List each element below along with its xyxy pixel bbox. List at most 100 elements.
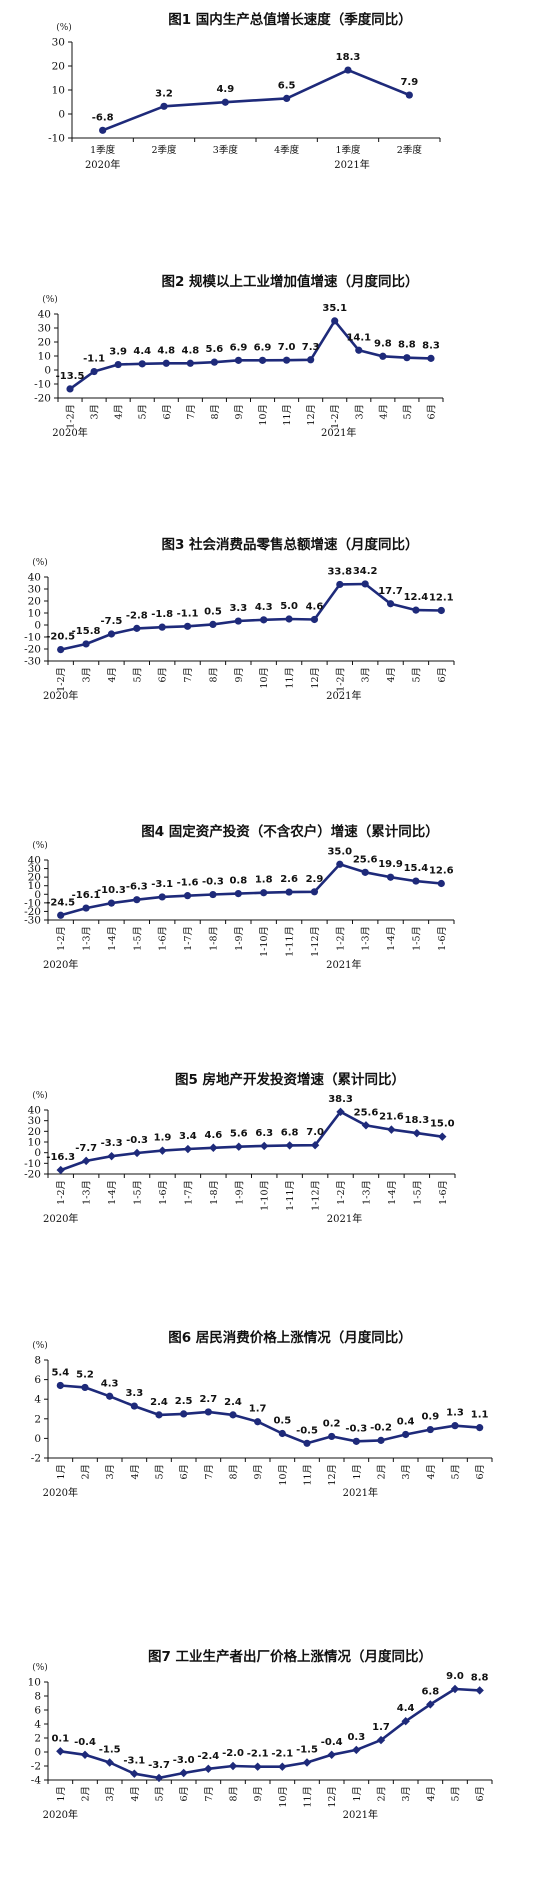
y-tick-label: 30 xyxy=(28,863,41,875)
data-label: 25.6 xyxy=(354,1107,379,1118)
data-label: -2.0 xyxy=(222,1748,244,1759)
chart-svg-6: 图6 居民消费价格上涨情况（月度同比） (%) 8 6 4 2 0 -2 1月 2月 3月 4月 5月 6… xyxy=(31,1329,493,1499)
data-label: 34.2 xyxy=(353,566,378,577)
data-point xyxy=(426,1425,434,1434)
data-point xyxy=(81,1156,91,1166)
data-point xyxy=(412,1128,422,1138)
x-tick-label: 4月 xyxy=(386,667,397,683)
data-label: 1.3 xyxy=(446,1408,464,1419)
y-tick-label: 20 xyxy=(52,61,65,73)
unit-label: (%) xyxy=(32,1662,48,1673)
data-point xyxy=(130,1769,139,1778)
data-point xyxy=(278,1762,287,1771)
x-tick-label: 2月 xyxy=(377,1464,388,1480)
x-tick-label: 5月 xyxy=(155,1464,166,1480)
chart-panel-2: 图2 规模以上工业增加值增速（月度同比） (%) 40 30 20 10 0 -10 -20 1-… xyxy=(0,262,552,484)
x-tick-label: 4月 xyxy=(114,404,125,420)
data-point xyxy=(162,359,170,367)
data-label: 0.1 xyxy=(51,1733,69,1744)
x-tick-label: 2季度 xyxy=(151,144,177,156)
x-tick-label: 1-2月 xyxy=(335,667,346,692)
y-tick-label: -30 xyxy=(24,656,41,668)
data-label: -3.1 xyxy=(151,879,173,890)
data-label: 2.6 xyxy=(280,874,298,885)
data-label: 2.4 xyxy=(150,1397,168,1408)
data-point xyxy=(155,1411,163,1419)
x-tick-label: 10月 xyxy=(278,1786,289,1808)
x-tick-label: 1-2月 xyxy=(335,926,346,951)
chart-panel-3: 图3 社会消费品零售总额增速（月度同比） (%) 40 30 20 10 0 -10 -20 -3… xyxy=(0,525,552,775)
x-tick-label: 4月 xyxy=(130,1464,141,1480)
data-point xyxy=(66,385,74,393)
data-label: 5.4 xyxy=(51,1367,69,1378)
x-tick-label: 2月 xyxy=(81,1464,92,1480)
x-tick-label: 5月 xyxy=(138,404,149,420)
data-label: -1.1 xyxy=(83,354,105,365)
data-point xyxy=(158,623,166,631)
x-tick-label: 1-2月 xyxy=(330,404,341,429)
y-tick-label: 30 xyxy=(28,584,41,596)
x-tick-label: 1-6月 xyxy=(438,1180,449,1205)
data-label: -0.4 xyxy=(74,1737,96,1748)
data-point xyxy=(379,352,387,360)
data-label: -15.8 xyxy=(72,626,101,637)
x-tick-label: 1-2月 xyxy=(66,404,77,429)
y-tick-label: 10 xyxy=(38,351,51,363)
data-point xyxy=(412,606,420,614)
data-label: 1.7 xyxy=(372,1722,390,1733)
data-label: -2.4 xyxy=(197,1751,219,1762)
x-tick-label: 8月 xyxy=(229,1786,240,1802)
data-label: 4.9 xyxy=(216,84,234,95)
data-point xyxy=(133,896,141,904)
data-point xyxy=(179,1768,188,1778)
data-label: 6.9 xyxy=(230,342,248,353)
data-point xyxy=(285,1141,294,1150)
data-label: -7.5 xyxy=(101,616,123,627)
x-tick-label: 8月 xyxy=(229,1464,240,1480)
data-label: 6.5 xyxy=(278,80,296,91)
y-tick-label: 0 xyxy=(34,620,41,632)
y-tick-label: 30 xyxy=(28,1115,41,1127)
data-point xyxy=(283,94,291,102)
x-tick-label: 5月 xyxy=(402,404,413,420)
x-tick-label: 1季度 xyxy=(90,144,116,156)
x-tick-label: 7月 xyxy=(204,1464,215,1480)
chart-title: 图6 居民消费价格上涨情况（月度同比） xyxy=(168,1329,412,1346)
data-point xyxy=(376,1735,386,1745)
x-tick-label: 1-11月 xyxy=(285,926,296,957)
data-label: -1.6 xyxy=(177,878,199,889)
data-point xyxy=(412,877,420,885)
data-label: 18.3 xyxy=(405,1115,430,1126)
y-tick-label: -10 xyxy=(48,133,65,145)
chart-title: 图2 规模以上工业增加值增速（月度同比） xyxy=(161,273,418,290)
x-tick-label: 12月 xyxy=(310,667,321,689)
x-tick-label: 5月 xyxy=(155,1786,166,1802)
data-point xyxy=(361,868,369,876)
x-tick-label: 1-2月 xyxy=(56,667,67,692)
x-tick-label: 5月 xyxy=(411,667,422,683)
data-label: 4.8 xyxy=(181,345,199,356)
data-point xyxy=(386,873,395,881)
data-point xyxy=(437,606,445,615)
x-tick-label: 1-10月 xyxy=(259,926,270,957)
data-label: 5.6 xyxy=(230,1129,248,1140)
data-label: 19.9 xyxy=(378,859,403,870)
data-point xyxy=(331,317,339,325)
data-label: -0.2 xyxy=(370,1422,392,1433)
x-tick-label: 1-4月 xyxy=(387,1180,398,1205)
year-label: 2020年 xyxy=(43,958,78,971)
x-tick-label: 1-12月 xyxy=(311,1180,322,1211)
x-tick-label: 1-6月 xyxy=(158,926,169,951)
data-label: 7.0 xyxy=(278,342,296,353)
data-label: 0.8 xyxy=(229,876,247,887)
data-point xyxy=(451,1422,459,1430)
data-point xyxy=(56,1165,65,1175)
x-tick-label: 6月 xyxy=(179,1464,190,1480)
y-tick-label: -20 xyxy=(24,644,41,656)
data-point xyxy=(476,1424,484,1432)
year-label: 2021年 xyxy=(343,1808,378,1821)
data-point xyxy=(282,356,291,364)
data-label: 35.0 xyxy=(327,846,352,857)
year-label: 2020年 xyxy=(43,689,78,702)
